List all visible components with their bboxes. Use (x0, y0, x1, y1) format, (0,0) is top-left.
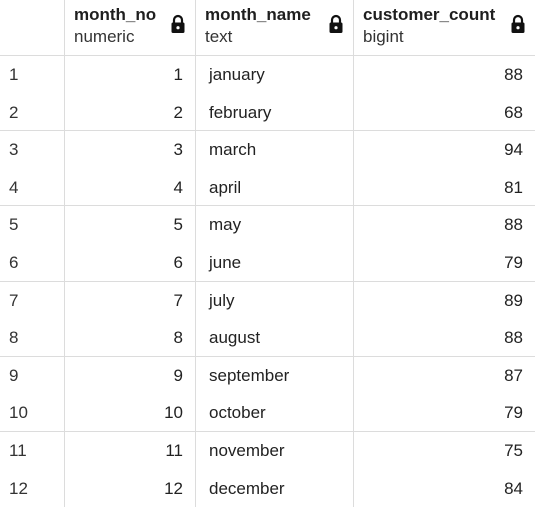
row-number[interactable]: 3 (0, 131, 65, 169)
cell-customer-count[interactable]: 88 (504, 328, 523, 348)
row-number[interactable]: 9 (0, 356, 65, 395)
cell-month-name[interactable]: october (196, 394, 354, 431)
cell-customer-count[interactable]: 79 (504, 252, 523, 272)
cell-month-no[interactable]: 4 (65, 168, 196, 206)
row-number[interactable]: 4 (0, 168, 65, 206)
cell-customer-count[interactable]: 87 (354, 356, 535, 395)
table-row[interactable]: 1 1 january 88 (0, 56, 535, 94)
cell-month-name[interactable]: december (196, 469, 354, 507)
row-number[interactable]: 10 (0, 394, 65, 431)
table-row[interactable]: 9 9 september 87 (0, 356, 535, 395)
table-row[interactable]: 5 5 may 88 (0, 206, 535, 244)
cell-month-no[interactable]: 10 (65, 394, 196, 431)
cell-month-no[interactable]: 9 (65, 356, 196, 395)
cell-month-name[interactable]: may (196, 206, 354, 244)
column-name: month_name (205, 5, 311, 24)
lock-icon (329, 14, 343, 33)
column-header-month-name[interactable]: month_name text (196, 0, 354, 55)
table-row[interactable]: 2 2 february 68 (0, 93, 535, 132)
row-number[interactable]: 12 (0, 469, 65, 507)
table-row[interactable]: 3 3 march 94 (0, 131, 535, 169)
table-row[interactable]: 8 8 august 88 (0, 319, 535, 357)
table-row[interactable]: 12 12 december 84 (0, 469, 535, 507)
table-row[interactable]: 7 7 july 89 (0, 281, 535, 320)
cell-month-name[interactable]: september (196, 356, 354, 395)
table-row[interactable]: 6 6 june 79 (0, 243, 535, 282)
cell-month-no[interactable]: 8 (65, 319, 196, 356)
table-row[interactable]: 11 11 november 75 (0, 431, 535, 470)
cell-month-name[interactable]: april (196, 168, 354, 206)
column-header-month-no[interactable]: month_no numeric (65, 0, 196, 55)
cell-month-name[interactable]: march (196, 131, 354, 169)
column-name: customer_count (363, 5, 496, 24)
column-type: bigint (363, 27, 404, 46)
cell-customer-count[interactable]: 75 (354, 431, 535, 470)
cell-month-no[interactable]: 3 (65, 131, 196, 169)
cell-customer-count[interactable]: 94 (354, 131, 535, 169)
cell-customer-count[interactable]: 81 (504, 177, 523, 197)
lock-icon (511, 14, 525, 33)
cell-month-name[interactable]: august (196, 319, 354, 356)
cell-customer-count[interactable]: 79 (504, 403, 523, 423)
grid-body: 1 1 january 88 2 2 february 68 3 3 march… (0, 56, 535, 507)
cell-customer-count[interactable]: 84 (504, 478, 523, 498)
table-row[interactable]: 4 4 april 81 (0, 168, 535, 207)
table-row[interactable]: 10 10 october 79 (0, 394, 535, 432)
column-header-customer-count[interactable]: customer_count bigint (354, 0, 535, 55)
cell-month-no[interactable]: 7 (65, 281, 196, 320)
cell-month-name[interactable]: july (196, 281, 354, 320)
cell-month-no[interactable]: 5 (65, 206, 196, 244)
cell-month-name[interactable]: november (196, 431, 354, 470)
column-name: month_no (74, 5, 157, 24)
row-number[interactable]: 1 (0, 56, 65, 94)
row-number[interactable]: 2 (0, 93, 65, 131)
cell-customer-count[interactable]: 68 (504, 102, 523, 122)
cell-customer-count[interactable]: 88 (354, 56, 535, 94)
cell-month-no[interactable]: 2 (65, 93, 196, 131)
column-type: numeric (74, 27, 135, 46)
cell-month-name[interactable]: june (196, 243, 354, 281)
cell-month-no[interactable]: 12 (65, 469, 196, 507)
row-number[interactable]: 7 (0, 281, 65, 320)
cell-month-no[interactable]: 1 (65, 56, 196, 94)
cell-customer-count[interactable]: 88 (354, 206, 535, 244)
row-number[interactable]: 8 (0, 319, 65, 356)
cell-customer-count[interactable]: 89 (354, 281, 535, 320)
cell-month-name[interactable]: february (196, 93, 354, 131)
cell-month-name[interactable]: january (196, 56, 354, 94)
cell-month-no[interactable]: 11 (65, 431, 196, 470)
column-type: text (205, 27, 233, 46)
row-number[interactable]: 6 (0, 243, 65, 281)
grid-header-row: month_no numeric month_name text custome… (0, 0, 535, 56)
row-number[interactable]: 5 (0, 206, 65, 244)
row-number-header[interactable] (0, 0, 65, 55)
row-number[interactable]: 11 (0, 431, 65, 470)
cell-month-no[interactable]: 6 (65, 243, 196, 281)
lock-icon (171, 14, 185, 33)
